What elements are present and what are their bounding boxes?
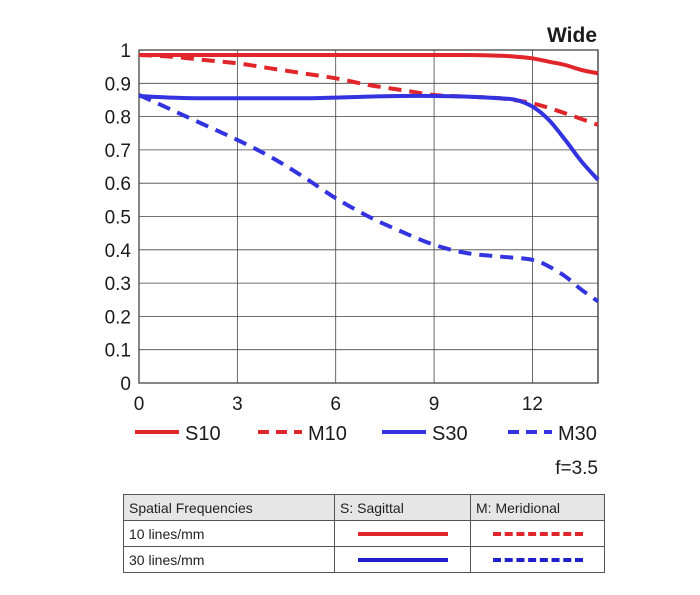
meridional-30-swatch: [492, 557, 583, 562]
y-tick-label: 0.7: [105, 141, 131, 162]
y-axis-ticks: 0 0.1 0.2 0.3 0.4 0.5 0.6 0.7 0.8 0.9 1: [105, 41, 132, 395]
x-tick-label: 12: [522, 394, 543, 415]
mtf-chart: 0 0.1 0.2 0.3 0.4 0.5 0.6 0.7 0.8 0.9 1 0 3 6 9 12 Wid…: [105, 24, 600, 479]
y-tick-label: 0.4: [105, 241, 132, 262]
legend-label-s30: S30: [432, 423, 468, 445]
y-tick-label: 0.5: [105, 208, 131, 229]
table-header-cell: M: Meridional: [470, 494, 605, 521]
series-line-m30: [138, 93, 600, 304]
sagittal-30-swatch: [357, 557, 448, 562]
x-tick-label: 9: [429, 394, 440, 415]
series-line-s30: [138, 93, 600, 182]
meridional-swatch-cell: [470, 546, 605, 573]
table-row-label: 30 lines/mm: [123, 546, 335, 573]
table-row-label: 10 lines/mm: [123, 520, 335, 547]
table-row: 10 lines/mm: [123, 520, 605, 547]
table-header-cell: Spatial Frequencies: [123, 494, 335, 521]
frequency-legend-table: Spatial Frequencies S: Sagittal M: Merid…: [123, 494, 605, 573]
x-tick-label: 0: [134, 394, 145, 415]
table-row: 30 lines/mm: [123, 546, 605, 573]
series-line-m10: [138, 53, 599, 127]
x-tick-label: 3: [232, 394, 243, 415]
chart-legend: S10 M10 S30 M30: [135, 423, 597, 445]
y-tick-label: 0.9: [105, 74, 131, 95]
x-axis-ticks: 0 3 6 9 12: [134, 394, 543, 415]
meridional-swatch-cell: [470, 520, 605, 547]
x-tick-label: 6: [330, 394, 341, 415]
sagittal-10-swatch: [357, 531, 448, 536]
y-tick-label: 0.6: [105, 174, 131, 195]
series-line-s10: [139, 52, 599, 76]
meridional-10-swatch: [492, 531, 583, 536]
legend-label-m30: M30: [558, 423, 597, 445]
legend-label-s10: S10: [185, 423, 221, 445]
table-header-cell: S: Sagittal: [334, 494, 471, 521]
table-header-row: Spatial Frequencies S: Sagittal M: Merid…: [123, 494, 605, 521]
y-tick-label: 0.2: [105, 307, 131, 328]
chart-title: Wide: [547, 24, 597, 47]
legend-label-m10: M10: [308, 423, 347, 445]
y-tick-label: 0.1: [105, 341, 131, 362]
aperture-annotation: f=3.5: [555, 458, 598, 479]
y-tick-label: 0.8: [105, 108, 131, 129]
y-tick-label: 0: [120, 374, 131, 395]
sagittal-swatch-cell: [334, 520, 471, 547]
y-tick-label: 1: [120, 41, 131, 62]
y-tick-label: 0.3: [105, 274, 131, 295]
chart-grid: [138, 49, 599, 384]
sagittal-swatch-cell: [334, 546, 471, 573]
chart-series: [138, 52, 600, 304]
